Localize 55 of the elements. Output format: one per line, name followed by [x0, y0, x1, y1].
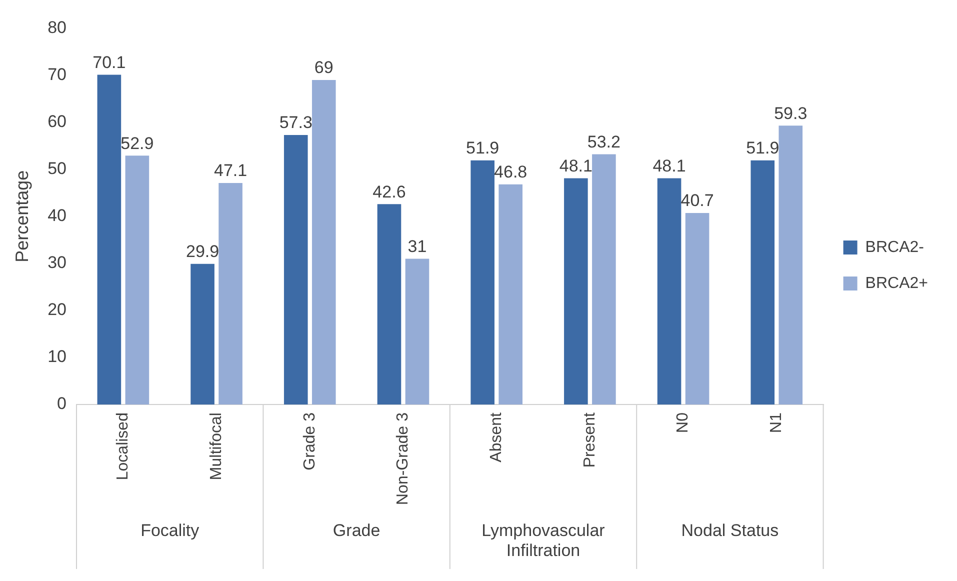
data-label: 59.3: [774, 104, 808, 123]
y-tick-label: 40: [48, 206, 67, 226]
y-tick-label: 80: [48, 18, 67, 37]
x-tick-label: Grade 3: [301, 412, 318, 470]
data-label: 52.9: [120, 134, 154, 153]
y-tick-label: 20: [48, 300, 67, 320]
text: Nodal Status: [681, 521, 779, 540]
data-label: 48.1: [559, 156, 592, 176]
data-label: 51.9: [746, 138, 780, 158]
bar: [284, 134, 308, 405]
data-label: 47.1: [214, 161, 248, 180]
bar: [592, 154, 616, 405]
bar: [470, 160, 494, 405]
y-tick-label: 70: [48, 64, 67, 84]
data-label: 31: [408, 236, 427, 256]
bar: [685, 213, 710, 405]
bar: [190, 264, 214, 405]
bar: [498, 184, 522, 405]
data-label: 42.6: [372, 182, 406, 202]
data-label: 29.9: [186, 242, 220, 262]
x-tick-label: Non-Grade 3: [394, 412, 412, 506]
bar: [377, 204, 402, 405]
y-tick-label: 50: [48, 159, 67, 178]
data-label: 40.7: [680, 191, 714, 210]
bar: [405, 258, 430, 405]
y-tick-label: 10: [48, 347, 67, 366]
text: Grade: [332, 521, 380, 540]
bar: [778, 126, 803, 405]
data-label: 53.2: [587, 132, 620, 152]
y-tick-label: 60: [48, 112, 67, 131]
y-axis-title: Percentage: [12, 170, 32, 262]
y-tick-label: 0: [57, 394, 67, 414]
bar: [312, 80, 336, 405]
x-tick-label: Absent: [488, 412, 505, 462]
x-tick-label: N1: [768, 412, 786, 433]
bar: [750, 160, 775, 405]
data-label: 70.1: [92, 52, 126, 72]
bar: [657, 178, 682, 405]
bar: [125, 156, 150, 405]
x-tick-label: Multifocal: [208, 412, 225, 480]
data-label: 48.1: [652, 156, 686, 176]
x-tick-label: N0: [674, 412, 692, 433]
legend-label: BRCA2-: [865, 238, 924, 256]
text: Lymphovascular Infiltration: [482, 521, 606, 560]
legend-label: BRCA2+: [865, 274, 928, 292]
bar: [564, 178, 588, 405]
data-label: 51.9: [466, 138, 500, 158]
y-tick-label: 30: [48, 253, 67, 272]
text: Focality: [140, 521, 200, 540]
data-label: 69: [314, 58, 334, 78]
bar: [97, 74, 122, 405]
x-tick-label: Present: [581, 412, 598, 468]
bar: [218, 182, 242, 405]
x-tick-label: Localised: [114, 412, 132, 480]
data-label: 57.3: [279, 113, 312, 132]
